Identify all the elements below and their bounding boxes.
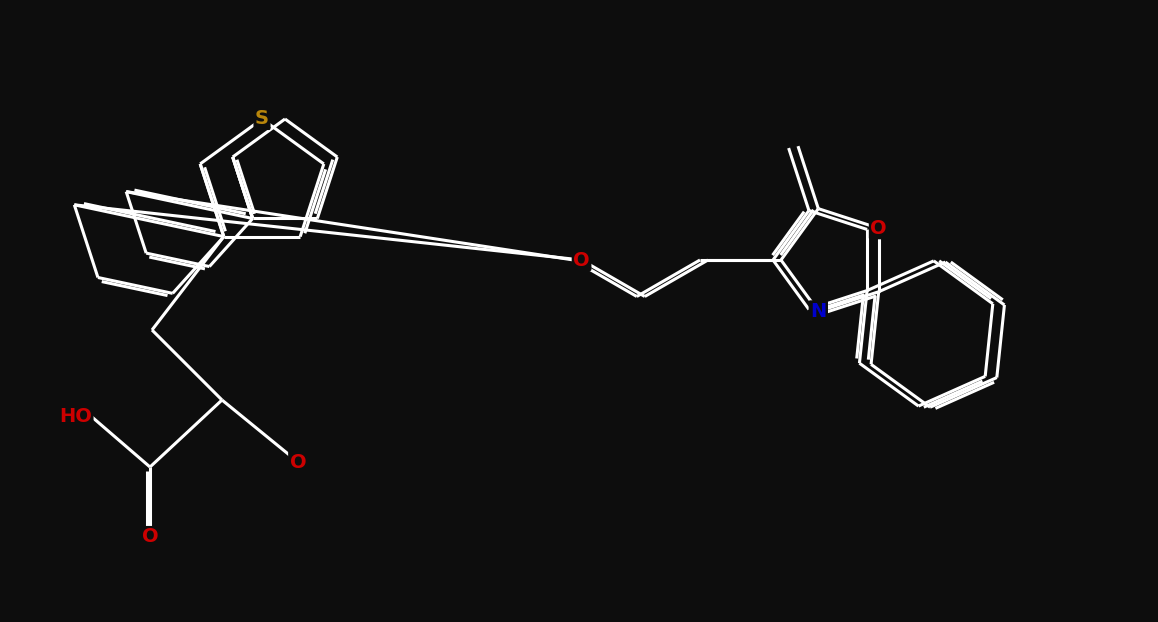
- Text: N: N: [811, 302, 827, 321]
- Text: HO: HO: [59, 407, 91, 427]
- Text: O: O: [141, 527, 159, 547]
- Text: O: O: [871, 219, 887, 238]
- Text: O: O: [573, 251, 589, 269]
- Text: S: S: [255, 109, 269, 129]
- Text: O: O: [290, 452, 307, 471]
